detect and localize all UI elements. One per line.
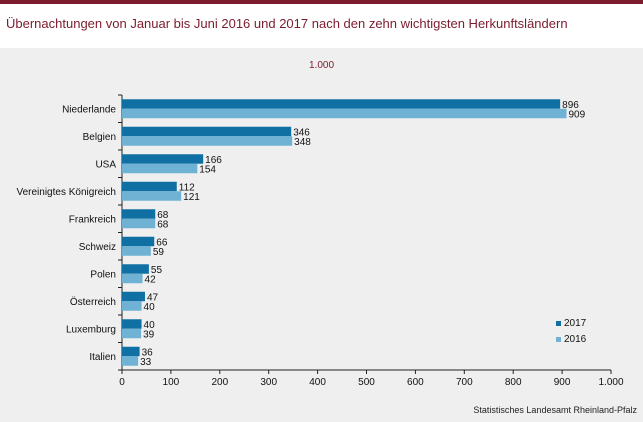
bar-2017-vereinigtes-konigreich — [122, 181, 177, 192]
source-label: Statistisches Landesamt Rheinland-Pfalz — [473, 405, 637, 415]
bar-2017-usa — [122, 154, 204, 164]
bar-2016-osterreich — [122, 301, 142, 311]
x-tick-label: 0 — [119, 377, 125, 388]
x-tick-label: 600 — [407, 377, 424, 388]
bar-2016-italien — [122, 356, 139, 366]
bar-2016-belgien — [122, 136, 293, 146]
value-label-2016-schweiz: 59 — [153, 247, 165, 258]
bar-2016-schweiz — [122, 246, 151, 256]
value-label-2017-luxemburg: 40 — [144, 320, 156, 331]
value-label-2017-schweiz: 66 — [156, 237, 168, 248]
value-label-2017-belgien: 346 — [293, 127, 310, 138]
bar-2017-osterreich — [122, 291, 145, 302]
unit-label: 1.000 — [308, 60, 335, 71]
value-label-2016-italien: 33 — [140, 357, 152, 368]
bar-2017-italien — [122, 346, 140, 357]
x-tick-label: 500 — [358, 377, 375, 388]
value-label-2016-polen: 42 — [145, 274, 157, 285]
category-label-osterreich: Österreich — [70, 296, 116, 308]
x-tick-label: 100 — [163, 377, 180, 388]
value-label-2017-polen: 55 — [151, 265, 163, 276]
legend-label-2016: 2016 — [564, 334, 587, 345]
x-tick-label: 200 — [211, 377, 228, 388]
bar-2016-usa — [122, 163, 198, 174]
bar-2017-polen — [122, 264, 149, 274]
value-label-2016-belgien: 348 — [294, 137, 311, 148]
value-label-2016-vereinigtes-konigreich: 121 — [183, 192, 200, 203]
x-tick-label: 700 — [456, 377, 473, 388]
bar-2017-luxemburg — [122, 319, 142, 329]
category-label-luxemburg: Luxemburg — [66, 324, 116, 335]
x-tick-label: 900 — [554, 377, 571, 388]
bar-2017-schweiz — [122, 236, 155, 247]
value-label-2017-vereinigtes-konigreich: 112 — [179, 182, 195, 193]
value-label-2017-niederlande: 896 — [562, 100, 579, 111]
x-tick-label: 800 — [505, 377, 522, 388]
value-label-2016-luxemburg: 39 — [143, 329, 155, 340]
category-label-polen: Polen — [90, 269, 116, 280]
category-label-niederlande: Niederlande — [62, 104, 116, 115]
x-tick-label: 400 — [309, 377, 326, 388]
value-label-2017-osterreich: 47 — [147, 292, 159, 303]
top-accent-bar — [0, 0, 643, 4]
legend-label-2017: 2017 — [564, 318, 587, 329]
x-tick-label: 1.000 — [598, 377, 623, 388]
bar-2017-belgien — [122, 126, 292, 137]
category-label-vereinigtes-konigreich: Vereinigtes Königreich — [16, 187, 116, 198]
value-label-2016-osterreich: 40 — [144, 302, 156, 313]
bar-2017-frankreich — [122, 209, 156, 219]
legend-swatch-2017 — [556, 321, 561, 326]
bar-2016-luxemburg — [122, 328, 142, 339]
category-label-belgien: Belgien — [83, 132, 116, 143]
bar-2016-polen — [122, 273, 143, 284]
value-label-2016-frankreich: 68 — [157, 219, 169, 230]
bar-2016-vereinigtes-konigreich — [122, 191, 182, 201]
bar-2016-niederlande — [122, 108, 567, 119]
value-label-2016-niederlande: 909 — [569, 109, 586, 120]
category-label-schweiz: Schweiz — [79, 242, 116, 253]
category-label-usa: USA — [95, 159, 116, 170]
value-label-2017-usa: 166 — [205, 155, 222, 166]
value-label-2016-usa: 154 — [199, 164, 216, 175]
value-label-2017-frankreich: 68 — [157, 210, 169, 221]
bar-2017-niederlande — [122, 99, 561, 109]
chart-title: Übernachtungen von Januar bis Juni 2016 … — [6, 16, 568, 31]
category-label-italien: Italien — [89, 352, 116, 363]
legend-swatch-2016 — [556, 337, 561, 342]
x-tick-label: 300 — [260, 377, 277, 388]
value-label-2017-italien: 36 — [142, 347, 154, 358]
category-label-frankreich: Frankreich — [69, 214, 116, 225]
bar-2016-frankreich — [122, 218, 156, 229]
